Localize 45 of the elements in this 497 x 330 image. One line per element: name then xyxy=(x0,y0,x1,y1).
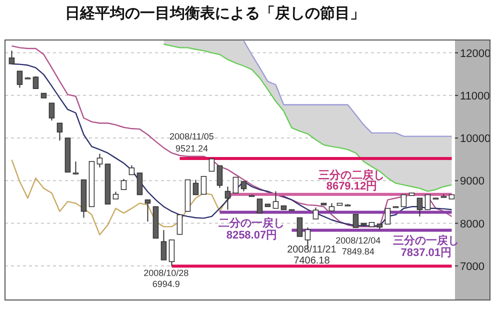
annotation: 三分の一戻し 7837.01円 xyxy=(393,234,460,260)
annotation: 二分の一戻し 8258.07円 xyxy=(218,216,285,242)
candlestick xyxy=(8,50,15,64)
line-series xyxy=(243,40,452,137)
candlestick xyxy=(192,179,199,196)
annotation: 2008/11/05 9521.24 xyxy=(170,131,214,154)
candlestick xyxy=(160,230,167,260)
candlestick xyxy=(32,76,39,90)
candlestick xyxy=(224,186,231,210)
y-tick-label: 8000 xyxy=(460,218,484,230)
y-tick-label: 7000 xyxy=(460,260,484,273)
candlestick xyxy=(120,178,127,190)
candlestick xyxy=(200,176,207,195)
candlestick xyxy=(240,181,247,192)
candlestick xyxy=(256,198,263,214)
candlestick xyxy=(312,207,319,220)
candlestick xyxy=(384,208,391,225)
candlestick xyxy=(232,176,239,194)
annotation: 2008/11/21 7406.18 xyxy=(287,244,337,267)
candlestick xyxy=(144,199,151,222)
y-tick-label: 12000 xyxy=(460,48,491,60)
candlestick xyxy=(96,153,103,168)
candlestick xyxy=(216,165,223,188)
candlestick xyxy=(416,198,423,217)
candlestick xyxy=(400,194,407,208)
candlestick xyxy=(128,164,135,176)
annotation: 2008/10/28 6994.9 xyxy=(144,268,189,289)
candlestick xyxy=(272,190,279,209)
candlestick xyxy=(168,239,175,267)
candlestick xyxy=(56,122,63,142)
candlestick xyxy=(208,158,215,172)
y-tick-label: 11000 xyxy=(460,90,490,102)
y-tick-label: 9000 xyxy=(460,176,484,188)
candlestick xyxy=(48,102,55,122)
candlestick xyxy=(176,214,183,235)
annotation: 三分の二戻し 8679.12円 xyxy=(318,168,385,192)
candlestick xyxy=(296,217,303,237)
candlestick xyxy=(16,70,23,88)
candlestick xyxy=(136,172,143,196)
candlestick xyxy=(352,214,359,228)
annotation: 2008/12/04 7849.84 xyxy=(336,236,381,257)
candlestick xyxy=(424,194,431,210)
y-tick-label: 10000 xyxy=(460,133,491,146)
candlestick xyxy=(72,160,79,176)
chart-title: 日経平均の一目均衡表による「戻しの節目」 xyxy=(65,5,365,22)
